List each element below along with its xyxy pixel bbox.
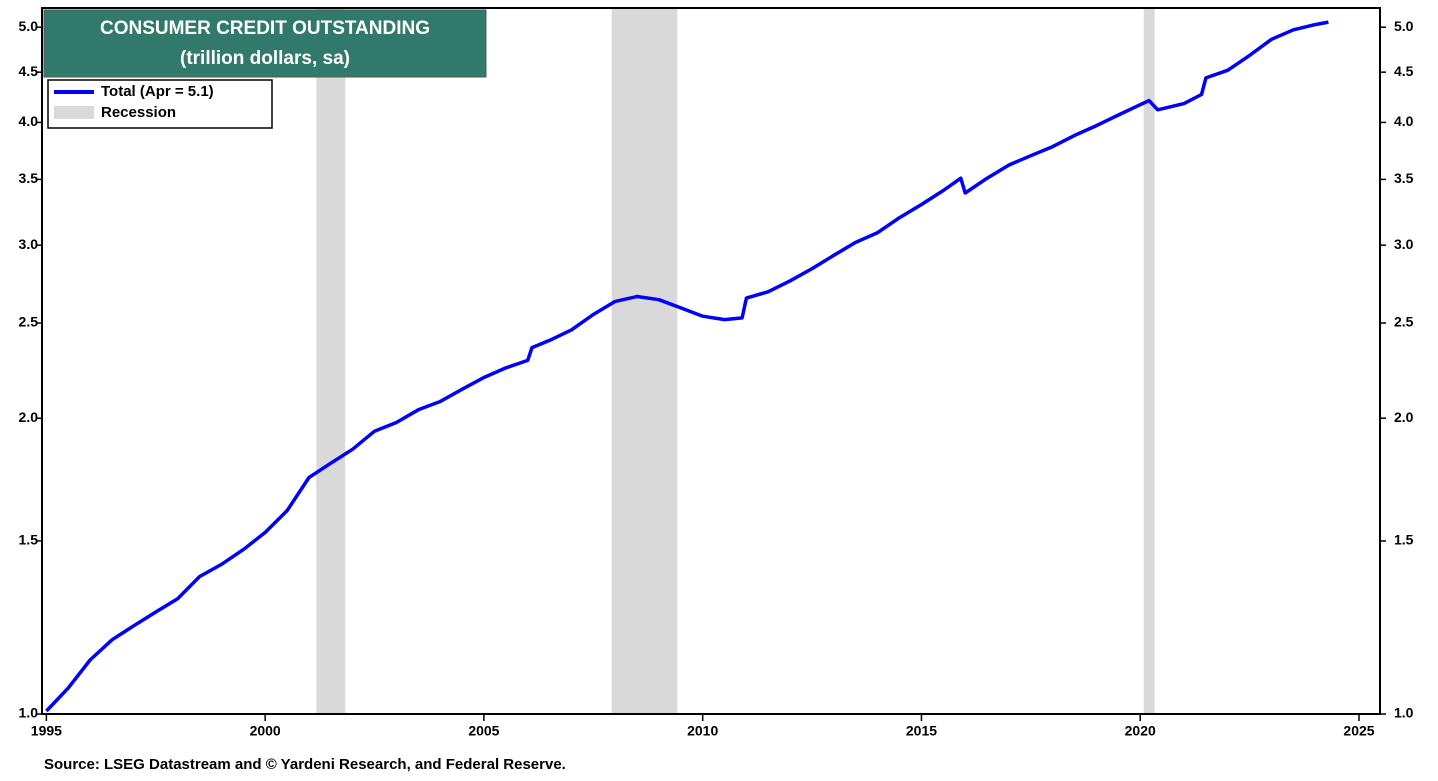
legend-label: Recession: [101, 104, 176, 121]
recession-band: [316, 8, 346, 714]
chart-subtitle: (trillion dollars, sa): [180, 48, 350, 69]
y-tick-label: 3.0: [19, 236, 39, 252]
x-tick-label: 1995: [31, 723, 62, 739]
y2-tick-label: 4.5: [1394, 63, 1414, 79]
y-tick-label: 2.5: [19, 314, 39, 330]
y-tick-label: 2.0: [19, 409, 39, 425]
data-line: [45, 20, 1329, 713]
y2-tick-label: 1.0: [1394, 705, 1414, 721]
recession-band: [611, 8, 678, 714]
recession-band: [1143, 8, 1155, 714]
y2-tick-label: 5.0: [1394, 18, 1414, 34]
legend-label: Total (Apr = 5.1): [101, 83, 214, 100]
y2-tick-label: 1.5: [1394, 532, 1414, 548]
x-tick-label: 2005: [468, 723, 499, 739]
y2-tick-label: 2.0: [1394, 409, 1414, 425]
y-tick-label: 1.0: [19, 705, 39, 721]
source: Source: LSEG Datastream and © Yardeni Re…: [44, 756, 566, 773]
y-tick-label: 1.5: [19, 532, 39, 548]
chart-title: CONSUMER CREDIT OUTSTANDING: [100, 18, 430, 39]
legend-recession: [54, 106, 94, 119]
y-tick-label: 4.5: [19, 63, 39, 79]
lines: [45, 20, 1329, 713]
y2-tick-label: 3.0: [1394, 236, 1414, 252]
y-tick-label: 5.0: [19, 18, 39, 34]
x-tick-label: 2010: [687, 723, 718, 739]
title-box: [43, 9, 487, 78]
y-tick-label: 4.0: [19, 113, 39, 129]
plot-frame: [41, 7, 1381, 715]
x-tick-label: 2000: [250, 723, 281, 739]
recessions: [316, 8, 1155, 714]
y2-tick-label: 3.5: [1394, 170, 1414, 186]
y2-tick-label: 2.5: [1394, 314, 1414, 330]
x-tick-label: 2025: [1343, 723, 1374, 739]
x-tick-label: 2015: [906, 723, 937, 739]
y2-tick-label: 4.0: [1394, 113, 1414, 129]
y-tick-label: 3.5: [19, 170, 39, 186]
legend: [47, 79, 273, 129]
x-tick-label: 2020: [1125, 723, 1156, 739]
